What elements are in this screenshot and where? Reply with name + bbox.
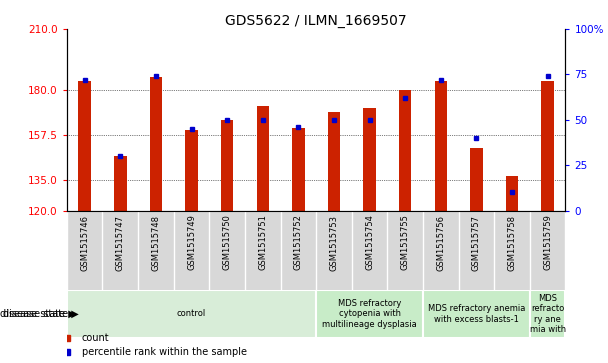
- Bar: [364, 108, 376, 211]
- Text: GSM1515755: GSM1515755: [401, 215, 410, 270]
- Text: MDS
refracto
ry ane
mia with: MDS refracto ry ane mia with: [530, 294, 565, 334]
- Text: disease state ▶: disease state ▶: [0, 309, 76, 319]
- Title: GDS5622 / ILMN_1669507: GDS5622 / ILMN_1669507: [226, 14, 407, 28]
- Bar: [435, 81, 447, 211]
- Text: GSM1515751: GSM1515751: [258, 215, 268, 270]
- Bar: [114, 156, 126, 211]
- Bar: [316, 290, 423, 338]
- Text: disease state ▶: disease state ▶: [3, 309, 79, 319]
- Bar: [328, 112, 340, 211]
- Bar: [185, 130, 198, 211]
- Bar: [530, 290, 565, 338]
- Text: GSM1515754: GSM1515754: [365, 215, 374, 270]
- Text: GSM1515757: GSM1515757: [472, 215, 481, 270]
- Bar: [541, 81, 554, 211]
- Bar: [78, 81, 91, 211]
- Bar: [150, 77, 162, 211]
- Bar: [470, 148, 483, 211]
- Text: percentile rank within the sample: percentile rank within the sample: [82, 347, 247, 357]
- Text: GSM1515747: GSM1515747: [116, 215, 125, 270]
- Text: GSM1515749: GSM1515749: [187, 215, 196, 270]
- Bar: [506, 176, 518, 211]
- Bar: [292, 128, 305, 211]
- Text: GSM1515758: GSM1515758: [508, 215, 517, 270]
- Bar: [399, 90, 412, 211]
- Text: MDS refractory
cytopenia with
multilineage dysplasia: MDS refractory cytopenia with multilinea…: [322, 299, 417, 329]
- Text: GSM1515753: GSM1515753: [330, 215, 339, 270]
- Text: GSM1515759: GSM1515759: [543, 215, 552, 270]
- Text: MDS refractory anemia
with excess blasts-1: MDS refractory anemia with excess blasts…: [427, 304, 525, 324]
- Text: GSM1515746: GSM1515746: [80, 215, 89, 270]
- Text: GSM1515756: GSM1515756: [437, 215, 445, 270]
- Bar: [257, 106, 269, 211]
- Text: GSM1515752: GSM1515752: [294, 215, 303, 270]
- Text: control: control: [177, 310, 206, 318]
- Text: count: count: [82, 333, 109, 343]
- Bar: [221, 120, 233, 211]
- Text: GSM1515748: GSM1515748: [151, 215, 161, 270]
- Text: GSM1515750: GSM1515750: [223, 215, 232, 270]
- Bar: [67, 290, 316, 338]
- Bar: [423, 290, 530, 338]
